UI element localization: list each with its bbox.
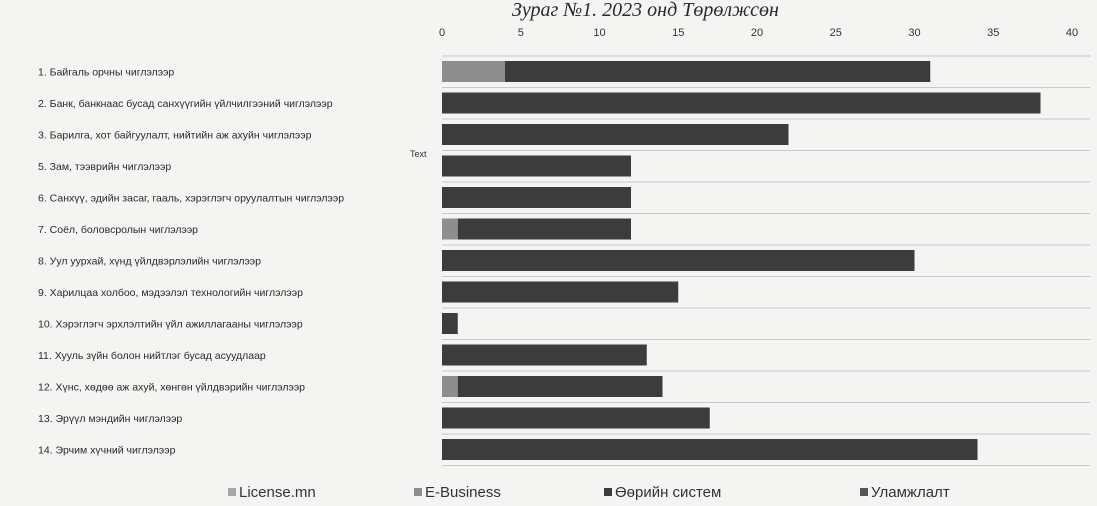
x-tick-label: 40 xyxy=(1066,27,1078,39)
category-label: 13. Эрүүл мэндийн чиглэлээр xyxy=(38,413,182,425)
bar-segment xyxy=(442,187,631,208)
bar-segment xyxy=(442,281,679,303)
bar-segment xyxy=(457,218,631,240)
category-label: 12. Хүнс, хөдөө аж ахуй, хөнгөн үйлдвэри… xyxy=(38,382,305,394)
bar-segment xyxy=(442,155,631,177)
bar-segment xyxy=(442,313,458,334)
legend-swatch xyxy=(228,488,236,496)
x-tick-label: 10 xyxy=(593,27,605,39)
legend-swatch xyxy=(860,488,868,496)
annotation-text: Text xyxy=(410,149,427,159)
bar-segment xyxy=(457,376,663,397)
bar-segment xyxy=(442,376,458,397)
bar-segment xyxy=(442,61,505,82)
bar-segment xyxy=(442,344,647,366)
bar-segment xyxy=(442,407,710,429)
bar-segment xyxy=(442,218,458,240)
x-tick-label: 0 xyxy=(439,27,445,39)
bar-segment xyxy=(505,61,931,82)
grid-lines xyxy=(442,55,1090,466)
category-label: 1. Байгаль орчны чиглэлээр xyxy=(38,67,174,79)
legend: License.mn E-Business Өөрийн систем Уламжла… xyxy=(228,484,950,501)
bar-segment xyxy=(442,439,978,460)
bar-segment xyxy=(442,124,789,145)
category-label: 10. Хэрэглэгч эрхлэлтийн үйл ажиллагааны… xyxy=(38,319,303,331)
category-labels: 1. Байгаль орчны чиглэлээр 2. Банк, банкн… xyxy=(38,67,344,457)
x-tick-label: 35 xyxy=(987,27,999,39)
legend-swatch xyxy=(414,488,422,496)
legend-swatch xyxy=(604,488,612,496)
bars-group xyxy=(442,61,1041,460)
legend-label: License.mn xyxy=(239,484,316,501)
category-label: 6. Санхүү, эдийн засаг, гааль, хэрэглэгч… xyxy=(38,193,344,205)
category-label: 7. Соёл, боловсролын чиглэлээр xyxy=(38,224,198,236)
x-tick-label: 20 xyxy=(751,27,763,39)
legend-label: E-Business xyxy=(425,484,501,501)
category-label: 14. Эрчим хүчний чиглэлээр xyxy=(38,445,176,457)
figure-caption: Зураг №1. 2023 онд Төрөлжсөн xyxy=(512,0,779,21)
x-tick-label: 15 xyxy=(672,27,684,39)
bar-segment xyxy=(442,250,915,271)
category-label: 5. Зам, тээврийн чиглэлээр xyxy=(38,161,171,173)
category-label: 11. Хууль зүйн болон нийтлэг бусад асууд… xyxy=(38,350,266,362)
x-tick-label: 5 xyxy=(518,27,524,39)
bar-segment xyxy=(442,92,1041,114)
category-label: 2. Банк, банкнаас бусад санхүүгийн үйлчи… xyxy=(38,98,333,110)
x-axis-ticks: 0 5 10 15 20 25 30 35 40 xyxy=(439,27,1078,39)
category-label: 3. Барилга, хот байгуулалт, нийтийн аж а… xyxy=(38,130,312,142)
legend-label: Өөрийн систем xyxy=(615,484,721,501)
x-tick-label: 30 xyxy=(908,27,920,39)
category-label: 9. Харилцаа холбоо, мэдээлэл технологийн… xyxy=(38,287,303,299)
legend-label: Уламжлалт xyxy=(871,484,950,501)
x-tick-label: 25 xyxy=(830,27,842,39)
category-label: 8. Уул уурхай, хүнд үйлдвэрлэлийн чиглэл… xyxy=(38,256,261,268)
